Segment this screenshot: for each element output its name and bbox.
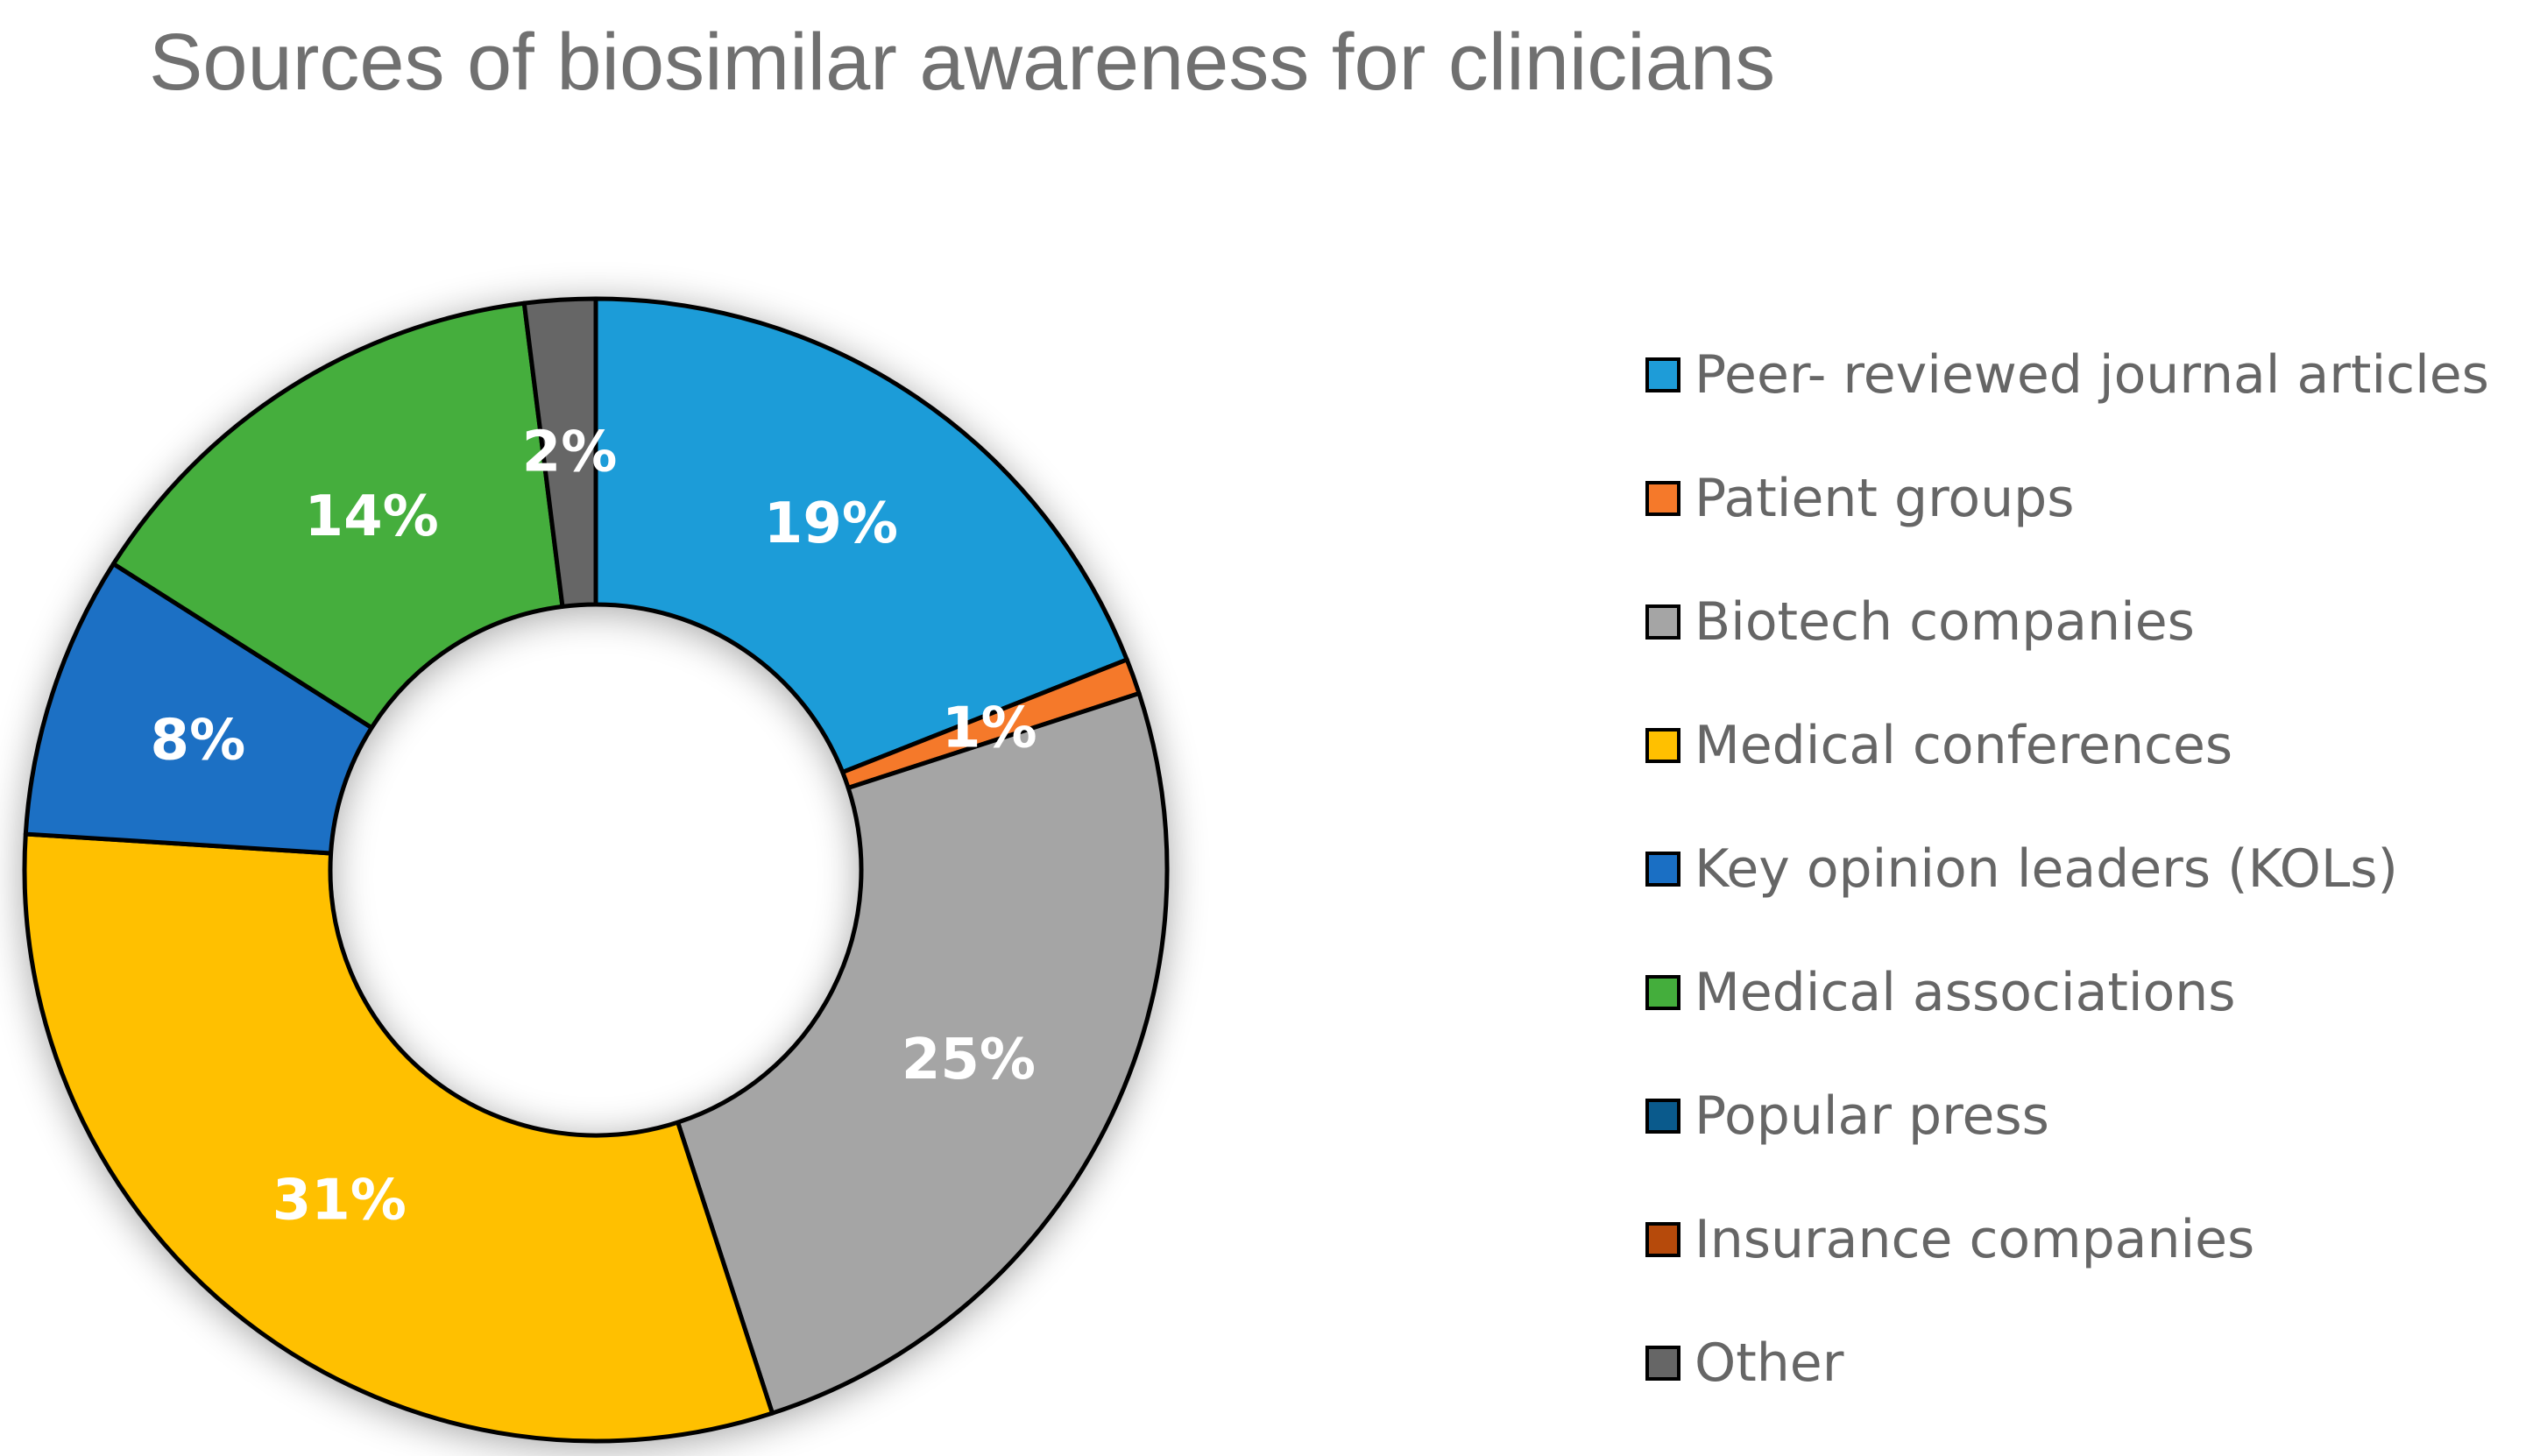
doughnut-ring	[22, 296, 1170, 1444]
data-label-popular-press: 0%	[706, 182, 802, 247]
legend-label-biotech-companies: Biotech companies	[1695, 591, 2195, 653]
legend-swatch-key-opinion-leaders-kols	[1645, 852, 1680, 887]
legend-swatch-patient-groups	[1645, 481, 1680, 516]
legend-swatch-medical-associations	[1645, 975, 1680, 1010]
legend-label-key-opinion-leaders-kols: Key opinion leaders (KOLs)	[1695, 838, 2398, 900]
legend-label-other: Other	[1695, 1332, 1844, 1394]
legend-label-medical-conferences: Medical conferences	[1695, 715, 2232, 776]
legend-label-popular-press: Popular press	[1695, 1085, 2049, 1147]
legend-label-peer-reviewed-journal-articles: Peer- reviewed journal articles	[1695, 344, 2489, 406]
data-label-key-opinion-leaders-kols: 8%	[151, 708, 246, 773]
slice-medical-conferences	[22, 831, 775, 1444]
data-label-other: 2%	[522, 420, 618, 484]
legend-swatch-other	[1645, 1346, 1680, 1381]
legend-item-other: Other	[1645, 1332, 1844, 1394]
legend-label-insurance-companies: Insurance companies	[1695, 1209, 2254, 1270]
slice-biotech-companies	[676, 691, 1170, 1416]
legend-swatch-popular-press	[1645, 1099, 1680, 1134]
legend-item-biotech-companies: Biotech companies	[1645, 591, 2195, 653]
slice-other	[521, 296, 598, 609]
legend-item-peer-reviewed-journal-articles: Peer- reviewed journal articles	[1645, 344, 2489, 406]
data-label-medical-associations: 14%	[305, 484, 439, 549]
legend-swatch-peer-reviewed-journal-articles	[1645, 357, 1680, 392]
legend-item-medical-conferences: Medical conferences	[1645, 715, 2232, 776]
legend-swatch-medical-conferences	[1645, 728, 1680, 763]
legend-swatch-insurance-companies	[1645, 1222, 1680, 1257]
slice-peer-reviewed-journal-articles	[593, 296, 1129, 774]
legend-item-insurance-companies: Insurance companies	[1645, 1209, 2254, 1270]
slice-medical-associations	[110, 300, 565, 731]
legend-swatch-biotech-companies	[1645, 604, 1680, 640]
data-label-biotech-companies: 25%	[902, 1028, 1036, 1092]
slice-key-opinion-leaders-kols	[23, 562, 374, 856]
legend: Peer- reviewed journal articles Patient g…	[1645, 344, 2489, 1394]
legend-item-key-opinion-leaders-kols: Key opinion leaders (KOLs)	[1645, 838, 2398, 900]
data-label-insurance-companies: 0%	[706, 182, 802, 247]
legend-item-popular-press: Popular press	[1645, 1085, 2049, 1147]
data-label-peer-reviewed-journal-articles: 19%	[764, 491, 898, 556]
chart-title: Sources of biosimilar awareness for clin…	[149, 18, 1775, 107]
data-label-medical-conferences: 31%	[272, 1168, 407, 1233]
legend-item-medical-associations: Medical associations	[1645, 962, 2236, 1023]
legend-label-patient-groups: Patient groups	[1695, 468, 2075, 529]
legend-item-patient-groups: Patient groups	[1645, 468, 2075, 529]
data-label-patient-groups: 1%	[942, 696, 1037, 760]
slice-labels: 19%1%25%31%8%14%0%0%2%	[151, 182, 1037, 1233]
legend-label-medical-associations: Medical associations	[1695, 962, 2236, 1023]
